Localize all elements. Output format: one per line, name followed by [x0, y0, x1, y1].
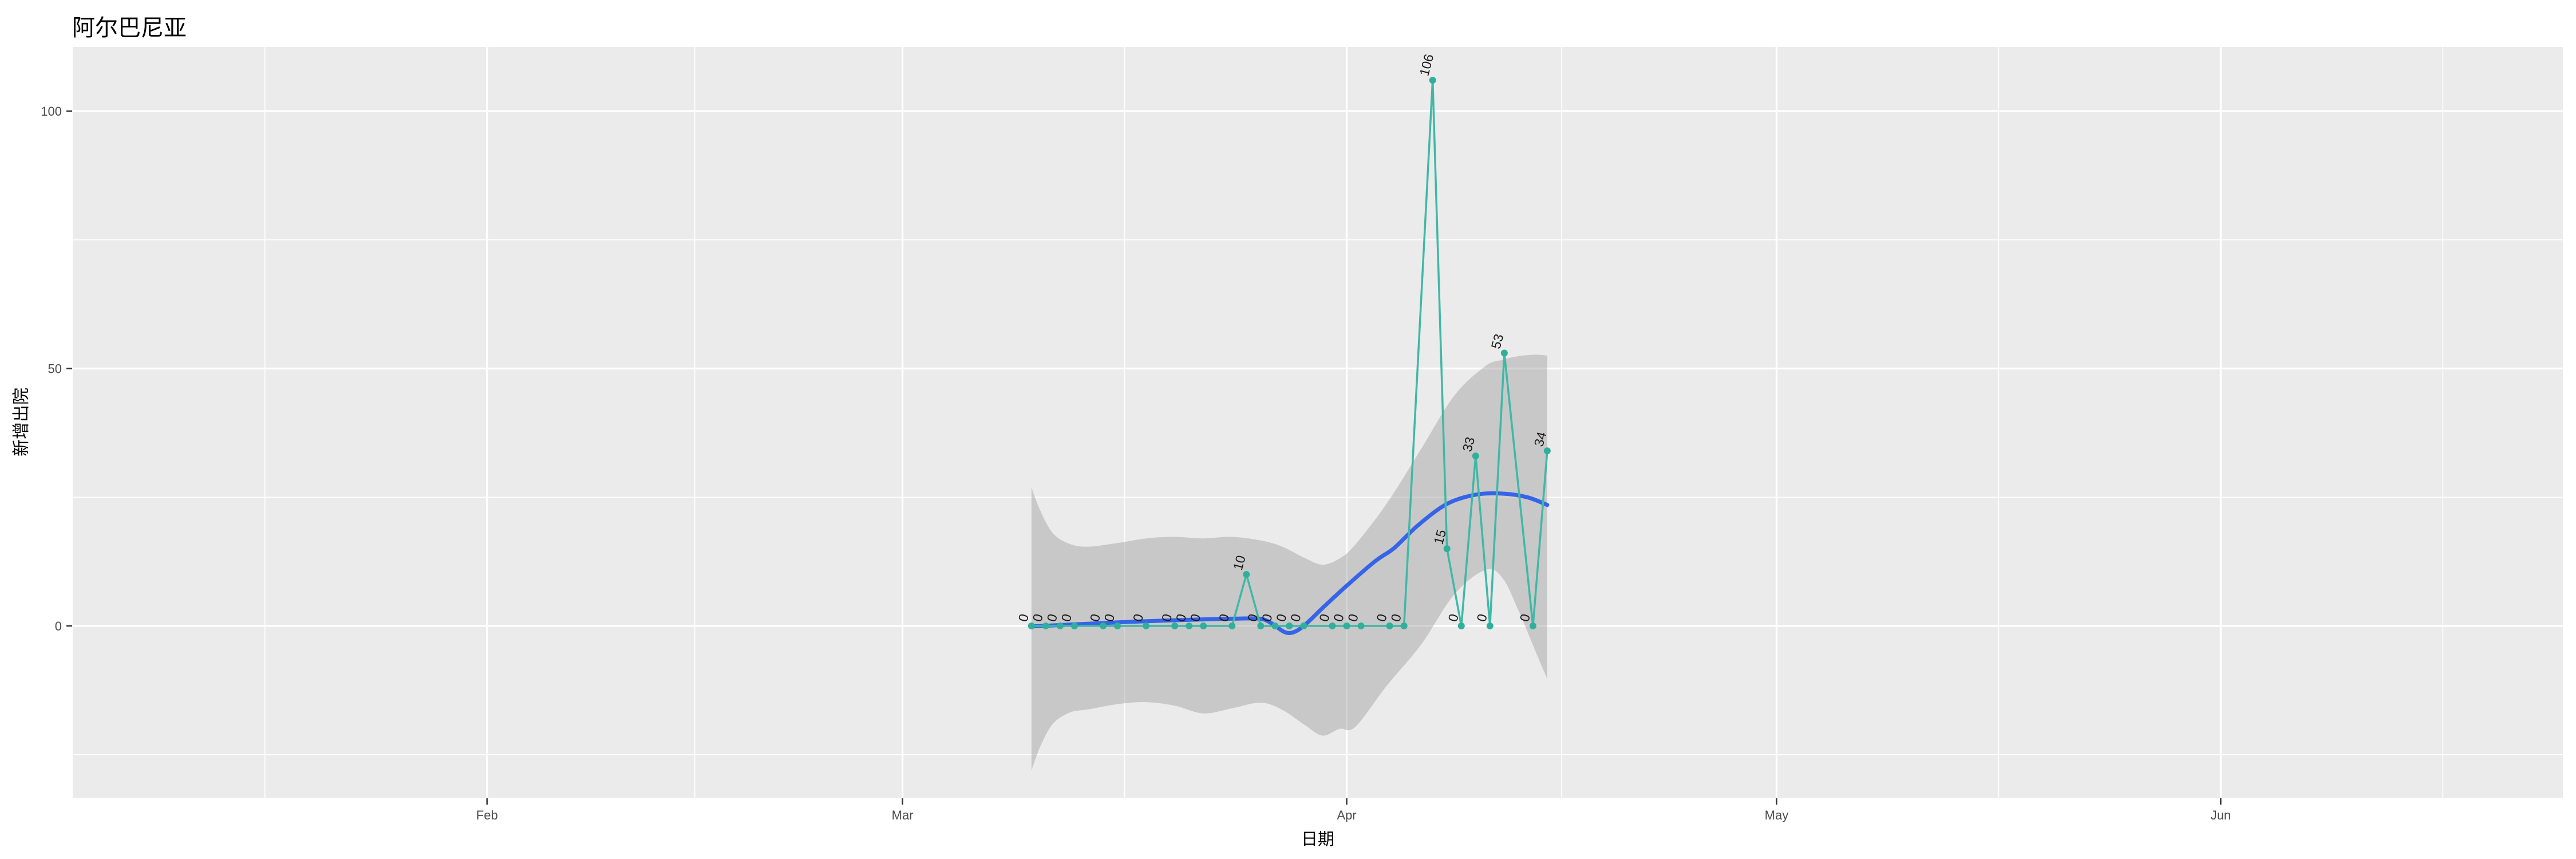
data-point	[1486, 622, 1494, 629]
x-tick-label: Feb	[476, 808, 498, 822]
data-point	[1286, 622, 1293, 629]
data-point	[1443, 545, 1451, 553]
x-tick-label: Mar	[892, 808, 914, 822]
data-point	[1143, 622, 1150, 629]
data-point	[1186, 622, 1193, 629]
data-point	[1200, 622, 1207, 629]
axes: Feb Mar Apr May Jun 0 50 100	[41, 104, 2231, 822]
y-axis-title: 新增出院	[12, 388, 31, 456]
data-point	[1357, 622, 1365, 629]
x-tick-label: Jun	[2211, 808, 2231, 822]
y-tick-label: 50	[48, 362, 62, 376]
data-point	[1071, 622, 1078, 629]
data-point	[1543, 447, 1551, 455]
y-tick-label: 0	[55, 619, 62, 633]
data-point	[1100, 622, 1107, 629]
data-point	[1400, 622, 1408, 629]
data-point	[1114, 622, 1121, 629]
data-point	[1429, 77, 1436, 84]
data-point	[1171, 622, 1179, 629]
x-tick-label: May	[1765, 808, 1789, 822]
data-point	[1243, 571, 1250, 578]
y-tick-label: 100	[41, 104, 62, 119]
data-point	[1500, 349, 1508, 357]
data-point	[1028, 622, 1035, 629]
data-point	[1457, 622, 1465, 629]
data-point	[1343, 622, 1350, 629]
x-tick-label: Apr	[1337, 808, 1356, 822]
data-points	[1028, 77, 1551, 629]
data-point	[1386, 622, 1393, 629]
data-point	[1529, 622, 1536, 629]
chart-title: 阿尔巴尼亚	[72, 15, 187, 41]
data-point	[1056, 622, 1064, 629]
data-point	[1042, 622, 1049, 629]
data-point	[1472, 452, 1479, 460]
x-axis-title: 日期	[1301, 830, 1335, 849]
data-point	[1271, 622, 1279, 629]
data-point	[1329, 622, 1336, 629]
confidence-band	[1031, 354, 1547, 771]
data-point	[1228, 622, 1236, 629]
data-point	[1257, 622, 1265, 629]
data-point	[1300, 622, 1307, 629]
